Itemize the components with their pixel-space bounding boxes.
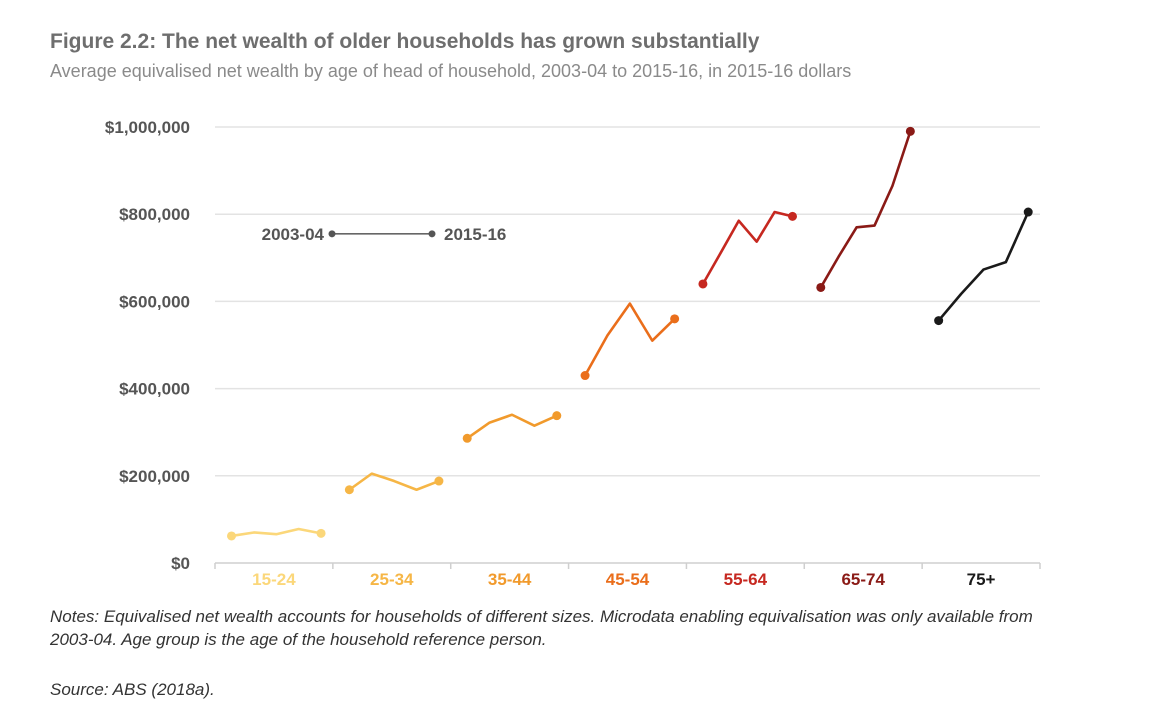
series-line-55-64 <box>701 210 794 286</box>
chart-subtitle: Average equivalised net wealth by age of… <box>50 61 852 81</box>
legend: 2003-04 2015-16 <box>262 225 507 244</box>
series-end-point <box>434 476 444 486</box>
chart-source: Source: ABS (2018a). <box>50 680 215 699</box>
x-category-label: 65-74 <box>841 570 885 589</box>
series-start-point <box>227 531 236 541</box>
legend-start-point <box>328 230 336 238</box>
series-start-point <box>816 282 826 292</box>
series-end-point <box>1023 207 1033 217</box>
chart-notes: Notes: Equivalised net wealth accounts f… <box>50 607 1033 649</box>
line-chart: $0 $200,000 $400,000 $600,000 $800,000 $1,000… <box>105 118 1041 589</box>
y-tick-label: $400,000 <box>119 380 190 399</box>
series-end-point <box>316 528 326 538</box>
x-category-label: 75+ <box>967 570 996 589</box>
series-end-point <box>905 126 915 136</box>
legend-end-label: 2015-16 <box>444 225 506 244</box>
series-start-point <box>462 433 472 443</box>
legend-end-point <box>428 230 436 238</box>
series-start-point <box>698 279 708 289</box>
x-category-label: 55-64 <box>724 570 768 589</box>
series-end-point <box>552 411 562 421</box>
series-end-point <box>788 211 797 221</box>
series-end-point <box>670 314 680 324</box>
series-line-25-34 <box>348 472 441 492</box>
x-axis: 15-24 25-34 35-44 45-54 55-64 65-74 75+ <box>214 562 1041 589</box>
series-start-point <box>580 371 590 381</box>
y-tick-label: $200,000 <box>119 467 190 486</box>
series-line-45-54 <box>583 302 676 377</box>
x-category-label: 25-34 <box>370 570 414 589</box>
y-tick-label: $600,000 <box>119 292 190 311</box>
series-line-15-24 <box>230 527 323 538</box>
series-line-75+ <box>937 210 1030 322</box>
x-category-label: 45-54 <box>606 570 650 589</box>
x-category-label: 15-24 <box>252 570 296 589</box>
series-line-65-74 <box>819 130 912 289</box>
chart-title: Figure 2.2: The net wealth of older hous… <box>50 30 760 53</box>
series-start-point <box>934 316 944 326</box>
legend-start-label: 2003-04 <box>262 225 325 244</box>
y-tick-label: $1,000,000 <box>105 118 190 137</box>
series-line-35-44 <box>465 413 559 440</box>
x-category-label: 35-44 <box>488 570 532 589</box>
series-lines <box>227 126 1033 541</box>
y-tick-label: $800,000 <box>119 205 190 224</box>
gridlines <box>215 126 1040 477</box>
y-tick-label: $0 <box>171 554 190 573</box>
series-start-point <box>344 485 354 495</box>
y-axis-ticks: $0 $200,000 $400,000 $600,000 $800,000 $1,000… <box>105 118 190 573</box>
